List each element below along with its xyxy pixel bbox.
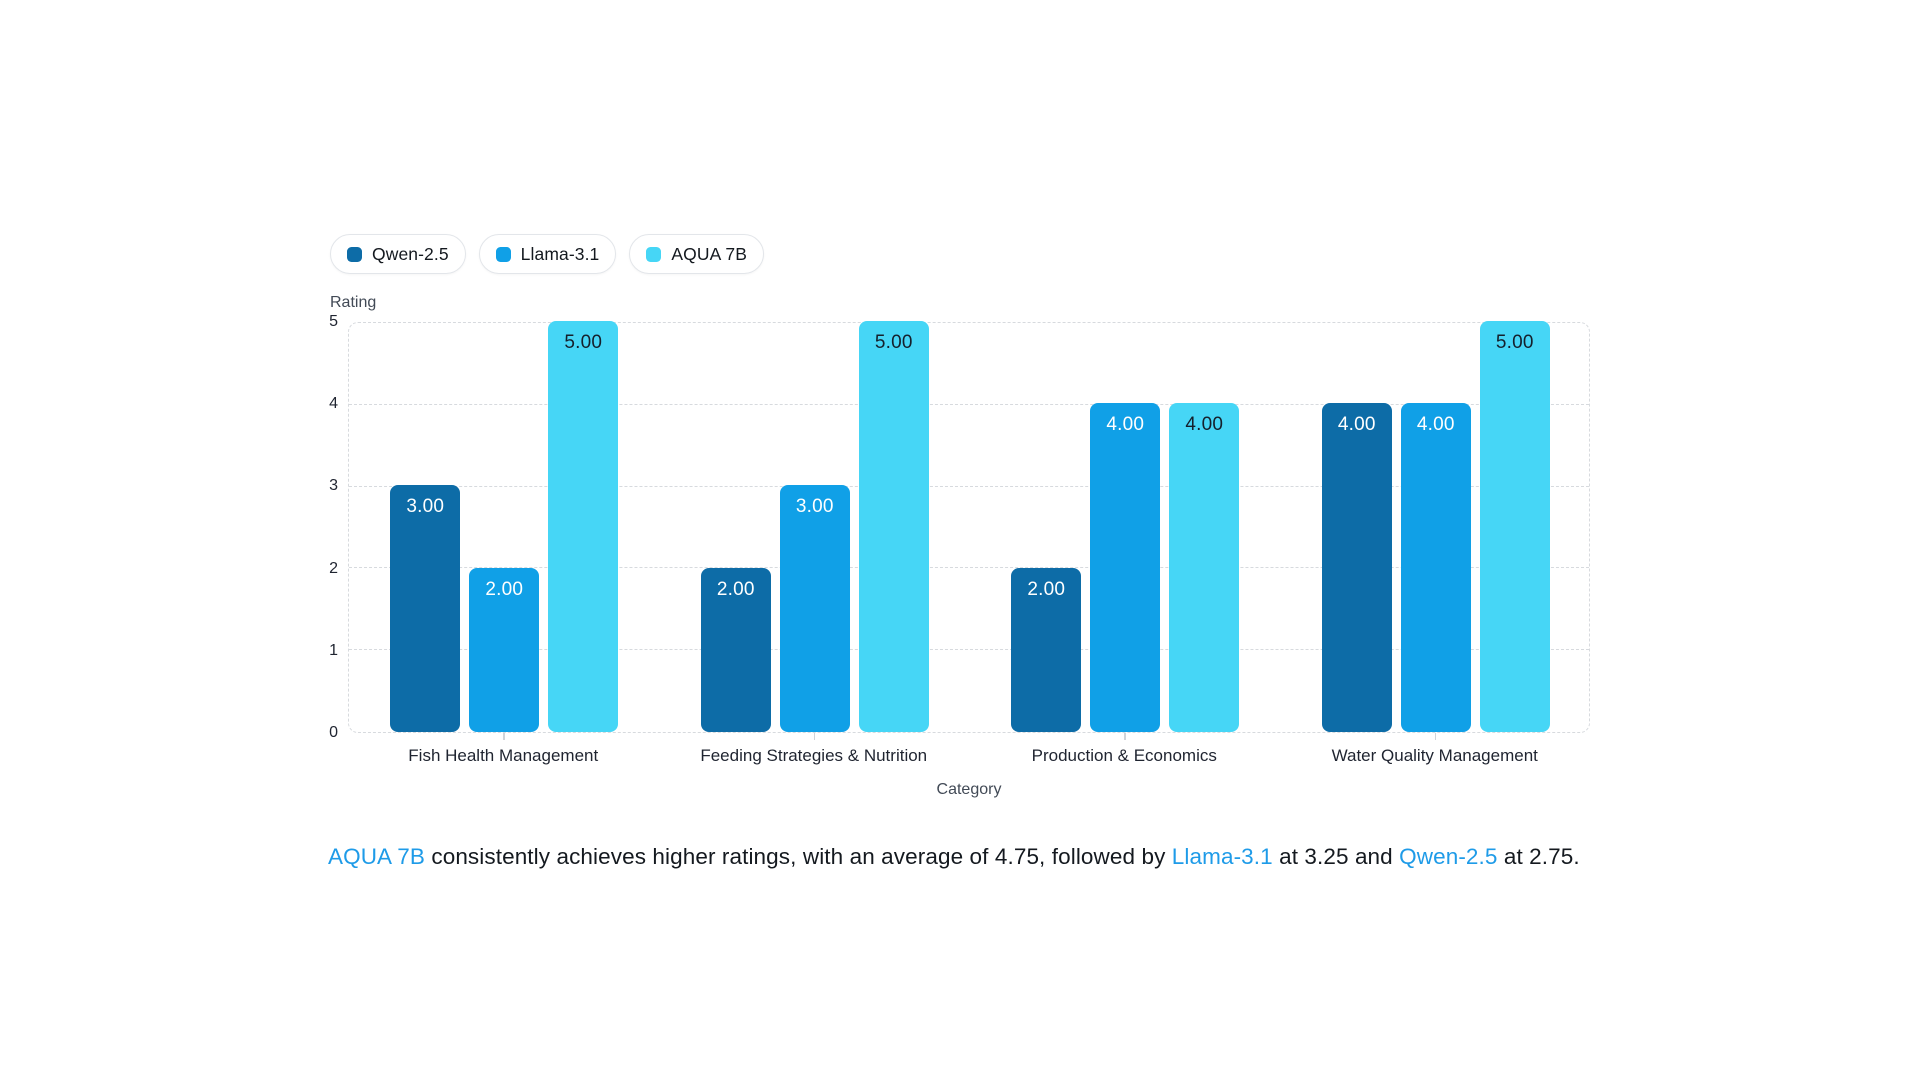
y-tick-label: 3: [329, 477, 338, 495]
bar-aqua-7b: 4.00: [1169, 403, 1240, 732]
bar-aqua-7b: 5.00: [548, 321, 619, 732]
x-tick-mark: [1124, 733, 1126, 740]
gridline: [349, 403, 1589, 405]
gridline: [349, 567, 1589, 569]
category-label: Feeding Strategies & Nutrition: [700, 746, 928, 765]
category-label: Water Quality Management: [1331, 746, 1538, 765]
x-tick-mark: [1434, 733, 1437, 740]
bar-value-label: 5.00: [564, 332, 603, 353]
bar-llama-3-1: 4.00: [1400, 403, 1471, 732]
bar-value-label: 2.00: [716, 578, 755, 600]
chart-legend: Qwen-2.5 Llama-3.1 AQUA 7B: [330, 234, 764, 274]
bar-llama-3-1: 4.00: [1090, 403, 1161, 732]
bar-llama-3-1: 3.00: [779, 485, 850, 732]
gridline: [349, 649, 1589, 651]
summary-segment: at 3.25 and: [1272, 843, 1400, 869]
bar-qwen-2-5: 4.00: [1321, 403, 1392, 732]
category-label: Fish Health Management: [408, 746, 599, 765]
legend-pill-qwen-2-5[interactable]: Qwen-2.5: [330, 234, 466, 274]
legend-swatch-icon: [495, 246, 511, 262]
bar-qwen-2-5: 3.00: [390, 485, 461, 732]
legend-label: Llama-3.1: [520, 243, 600, 264]
y-tick-label: 4: [329, 395, 338, 413]
x-tick-mark: [503, 733, 505, 740]
bar-aqua-7b: 5.00: [858, 321, 929, 732]
category-label: Production & Economics: [1031, 746, 1217, 765]
y-tick-label: 1: [329, 641, 338, 659]
plot-area: 3.00 2.00 5.00 2.00 3.00 5.00 2.00 4.00 4.00 4.00…: [348, 321, 1590, 733]
bar-value-label: 5.00: [874, 332, 913, 353]
bar-value-label: 5.00: [1495, 332, 1534, 353]
legend-swatch-icon: [646, 246, 662, 262]
summary-highlight: Llama-3.1: [1171, 843, 1273, 869]
x-axis-title: Category: [936, 781, 1002, 798]
y-tick-label: 2: [329, 559, 338, 577]
summary-text: AQUA 7B consistently achieves higher rat…: [328, 840, 1658, 873]
bar-value-label: 2.00: [1027, 578, 1066, 600]
bar-llama-3-1: 2.00: [469, 567, 540, 732]
legend-pill-aqua-7b[interactable]: AQUA 7B: [629, 234, 764, 274]
bar-qwen-2-5: 2.00: [1011, 567, 1082, 732]
legend-pill-llama-3-1[interactable]: Llama-3.1: [478, 234, 617, 274]
legend-swatch-icon: [347, 246, 362, 262]
y-tick-label: 5: [329, 313, 338, 330]
bar-value-label: 3.00: [795, 496, 834, 518]
legend-label: AQUA 7B: [671, 243, 747, 264]
bar-qwen-2-5: 2.00: [700, 567, 771, 732]
x-tick-mark: [813, 733, 816, 740]
legend-label: Qwen-2.5: [372, 243, 449, 264]
summary-segment: consistently achieves higher ratings, wi…: [425, 843, 1172, 869]
bar-value-label: 4.00: [1337, 414, 1376, 436]
bar-aqua-7b: 5.00: [1479, 321, 1550, 732]
summary-highlight: AQUA 7B: [328, 843, 425, 869]
y-axis-title: Rating: [330, 294, 377, 311]
summary-segment: at 2.75.: [1497, 843, 1580, 869]
bar-value-label: 4.00: [1106, 414, 1145, 436]
gridline: [349, 485, 1589, 487]
bar-value-label: 2.00: [485, 578, 524, 600]
bar-value-label: 4.00: [1416, 414, 1455, 436]
summary-highlight: Qwen-2.5: [1399, 843, 1498, 869]
y-tick-label: 0: [329, 724, 338, 741]
bar-value-label: 3.00: [406, 496, 445, 518]
bar-value-label: 4.00: [1185, 414, 1224, 436]
